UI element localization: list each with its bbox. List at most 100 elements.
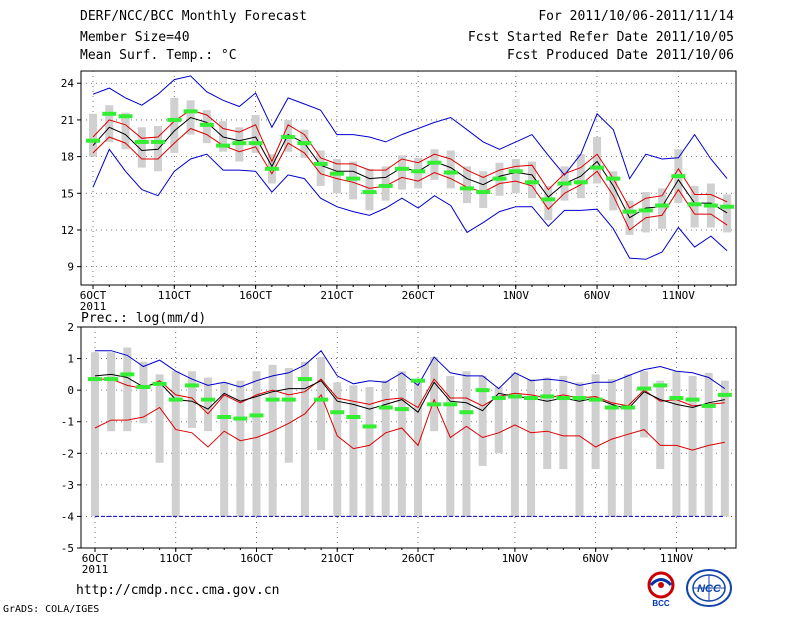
temp-spread-box [105,105,114,142]
prec-obs-marker [669,396,684,401]
prec-obs-marker [394,407,409,412]
prec-spread-box [365,386,374,517]
prec-spread-box [187,371,196,429]
prec-ytick-label: 2 [67,321,74,334]
temp-obs-marker [313,161,328,166]
prec-obs-marker [249,413,264,418]
temp-obs-marker [134,139,149,144]
prec-spread-box [252,371,261,517]
temp-obs-marker [378,183,393,188]
temp-spread-box [593,137,602,184]
prec-obs-marker [572,396,587,401]
temp-obs-marker [118,114,133,119]
temp-obs-marker [459,186,474,191]
prec-ytick-label: -4 [61,510,75,523]
temp-obs-marker [86,138,100,143]
temp-ytick-label: 21 [61,114,74,127]
temp-min-line [92,148,728,260]
temp-obs-marker [183,109,198,114]
temp-obs-marker [703,203,718,208]
prec-ytick-label: -1 [61,416,74,429]
temp-obs-marker [346,176,361,181]
prec-obs-marker [411,378,425,383]
temp-spread-box [170,97,179,153]
temp-spread-box [658,188,667,229]
prec-xtick-label: 16OCT [240,552,273,565]
temp-ytick-label: 18 [61,151,74,164]
prec-frame [80,326,737,549]
variable-label: Mean Surf. Temp.: °C [80,48,237,63]
temp-xtick-label: 6NOV [584,289,611,302]
temp-spread-box [479,171,488,208]
temp-spread-box [316,150,325,186]
temp-spread-box [365,168,374,211]
prec-obs-marker [637,386,652,391]
temp-obs-marker [427,160,442,165]
prec-xtick-label: 11NOV [660,552,693,565]
prec-max-line [95,349,726,390]
fcst-started-date: Fcst Started Refer Date 2011/10/05 [467,30,734,45]
prec-obs-marker [217,414,232,419]
temp-obs-marker [573,180,588,185]
prec-spread-box [656,380,665,470]
prec-spread-box [494,386,503,454]
prec-spread-box [268,364,277,517]
prec-obs-marker [330,410,345,415]
prec-panel-title: Prec.: log(mm/d) [81,311,206,326]
prec-obs-marker [362,424,377,429]
temp-spread-box [462,166,471,204]
prec-spread-box [543,377,552,470]
temp-obs-marker [394,166,409,171]
prec-obs-marker [378,405,393,410]
prec-obs-marker [427,402,442,407]
prec-xtick-label: 21OCT [321,552,354,565]
prec-obs-marker [653,383,668,388]
temp-obs-marker [541,197,556,202]
temp-spread-box [381,166,390,201]
prec-mean-line [94,373,725,413]
prec-spread-box [559,375,568,470]
temp-frame [80,70,737,286]
bcc-logo: BCC [647,571,675,608]
prec-spread-box [430,356,439,432]
prec-obs-marker [459,410,474,415]
temp-obs-marker [281,135,296,140]
temp-obs-marker [411,169,426,174]
prec-spread-box [414,380,422,517]
temp-xtick-label: 11OCT [158,289,191,302]
temp-obs-marker [232,141,247,146]
temp-spread-box [121,112,130,150]
prec-xtick-year: 2011 [82,563,109,576]
temp-obs-marker [720,204,735,209]
prec-obs-marker [620,405,635,410]
prec-spread-box [284,368,293,463]
temp-upper-line [92,109,728,209]
prec-obs-marker [540,394,555,399]
prec-spread-box [720,380,729,517]
temp-spread-box [89,113,97,157]
prec-spread-box [510,372,519,517]
prec-spread-box [171,371,180,517]
prec-ytick-label: -2 [61,447,74,460]
member-size: Member Size=40 [80,30,190,45]
prec-spread-box [333,382,342,517]
temp-ytick-label: 9 [67,261,74,274]
prec-obs-marker [685,397,700,402]
temp-spread-box [332,159,341,194]
temp-obs-marker [655,203,670,208]
temp-obs-marker [297,141,312,146]
temp-spread-box [723,194,732,233]
prec-obs-marker [556,396,571,401]
ncc-logo: NCC [686,569,732,607]
prec-obs-marker [136,384,151,389]
prec-spread-box [591,374,600,470]
prec-obs-marker [717,392,732,397]
temp-obs-marker [264,166,279,171]
temp-obs-marker [362,190,377,195]
source-url[interactable]: http://cmdp.ncc.cma.gov.cn [76,583,280,598]
prec-spread-box [397,371,406,517]
temp-spread-box [251,115,260,153]
temp-obs-marker [590,165,605,170]
temp-lower-line [92,127,728,231]
